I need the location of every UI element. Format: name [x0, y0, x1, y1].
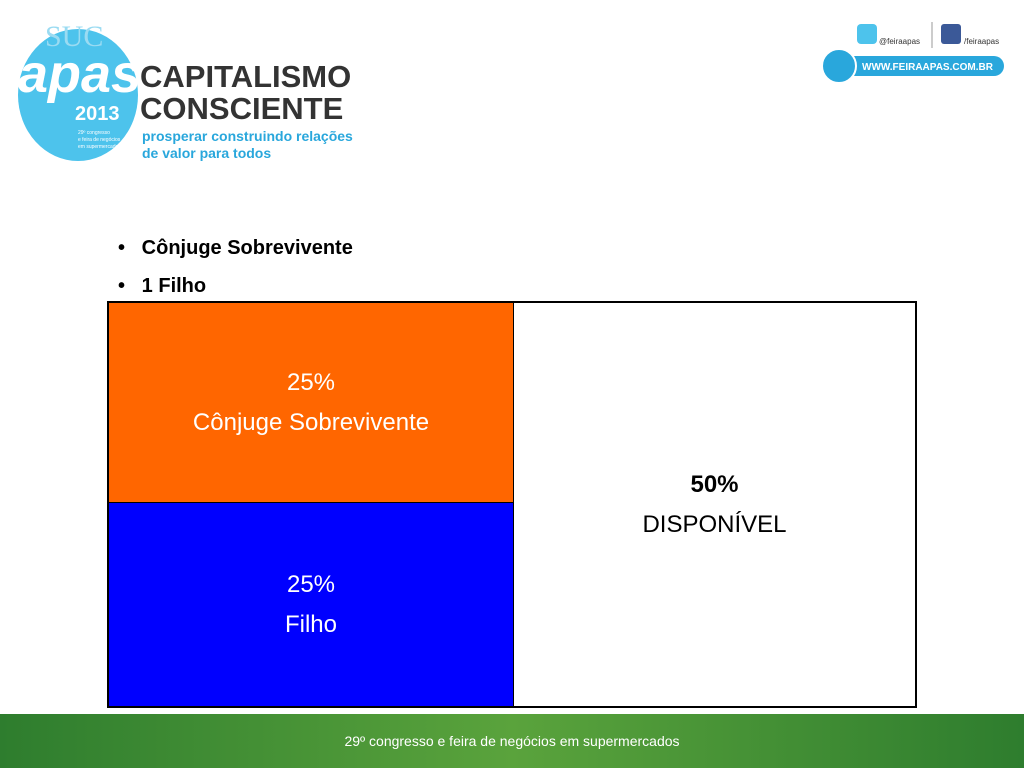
title: CONSCIENTE — [140, 91, 343, 126]
table: 25% Cônjuge Sobrevivente 25% Filho 50% DISP… — [107, 301, 917, 708]
label: DISPONÍVEL — [642, 510, 787, 538]
percent: 25% — [286, 570, 336, 598]
facebook-icon — [941, 24, 961, 44]
bullet: • Cônjuge Sobrevivente — [118, 237, 353, 259]
header: SUC apas 2013 29º congresso e feira de n… — [18, 20, 1004, 161]
twitter: @feiraapas — [879, 37, 920, 46]
bullet: • 1 Filho — [118, 275, 207, 297]
cell-child: 25% Filho — [109, 503, 514, 706]
bullet-text: Cônjuge Sobrevivente — [141, 237, 353, 259]
logo-tagline: em supermercados — [78, 144, 121, 150]
title: CAPITALISMO — [140, 59, 351, 94]
percent: 50% — [690, 470, 739, 498]
twitter-icon — [857, 24, 877, 44]
website: WWW.FEIRAAPAS.COM.BR — [862, 62, 994, 73]
label: Filho — [284, 610, 338, 638]
bullet-text: 1 Filho — [141, 275, 207, 297]
logo-overlay: SUC — [45, 20, 103, 53]
label: Cônjuge Sobrevivente — [192, 408, 430, 436]
logo-circle — [18, 29, 138, 161]
logo-tagline: 29º congresso — [78, 130, 110, 136]
cell-spouse: 25% Cônjuge Sobrevivente — [109, 303, 514, 503]
facebook: /feiraapas — [964, 37, 999, 46]
subtitle: de valor para todos — [142, 145, 271, 161]
cell-available: 50% DISPONÍVEL — [514, 303, 915, 706]
percent: 25% — [286, 368, 336, 396]
globe — [821, 48, 857, 84]
website-bar — [836, 56, 1004, 76]
subtitle: prosperar construindo relações — [142, 128, 353, 144]
footer-text: 29º congresso e feira de negócios em sup… — [344, 733, 680, 749]
logo-name: apas — [18, 44, 141, 104]
footer: 29º congresso e feira de negócios em sup… — [0, 714, 1024, 768]
bullet-list: • Cônjuge Sobrevivente • 1 Filho — [118, 225, 353, 309]
logo-tagline: e feira de negócios — [78, 137, 121, 143]
logo-year: 2013 — [75, 103, 120, 125]
